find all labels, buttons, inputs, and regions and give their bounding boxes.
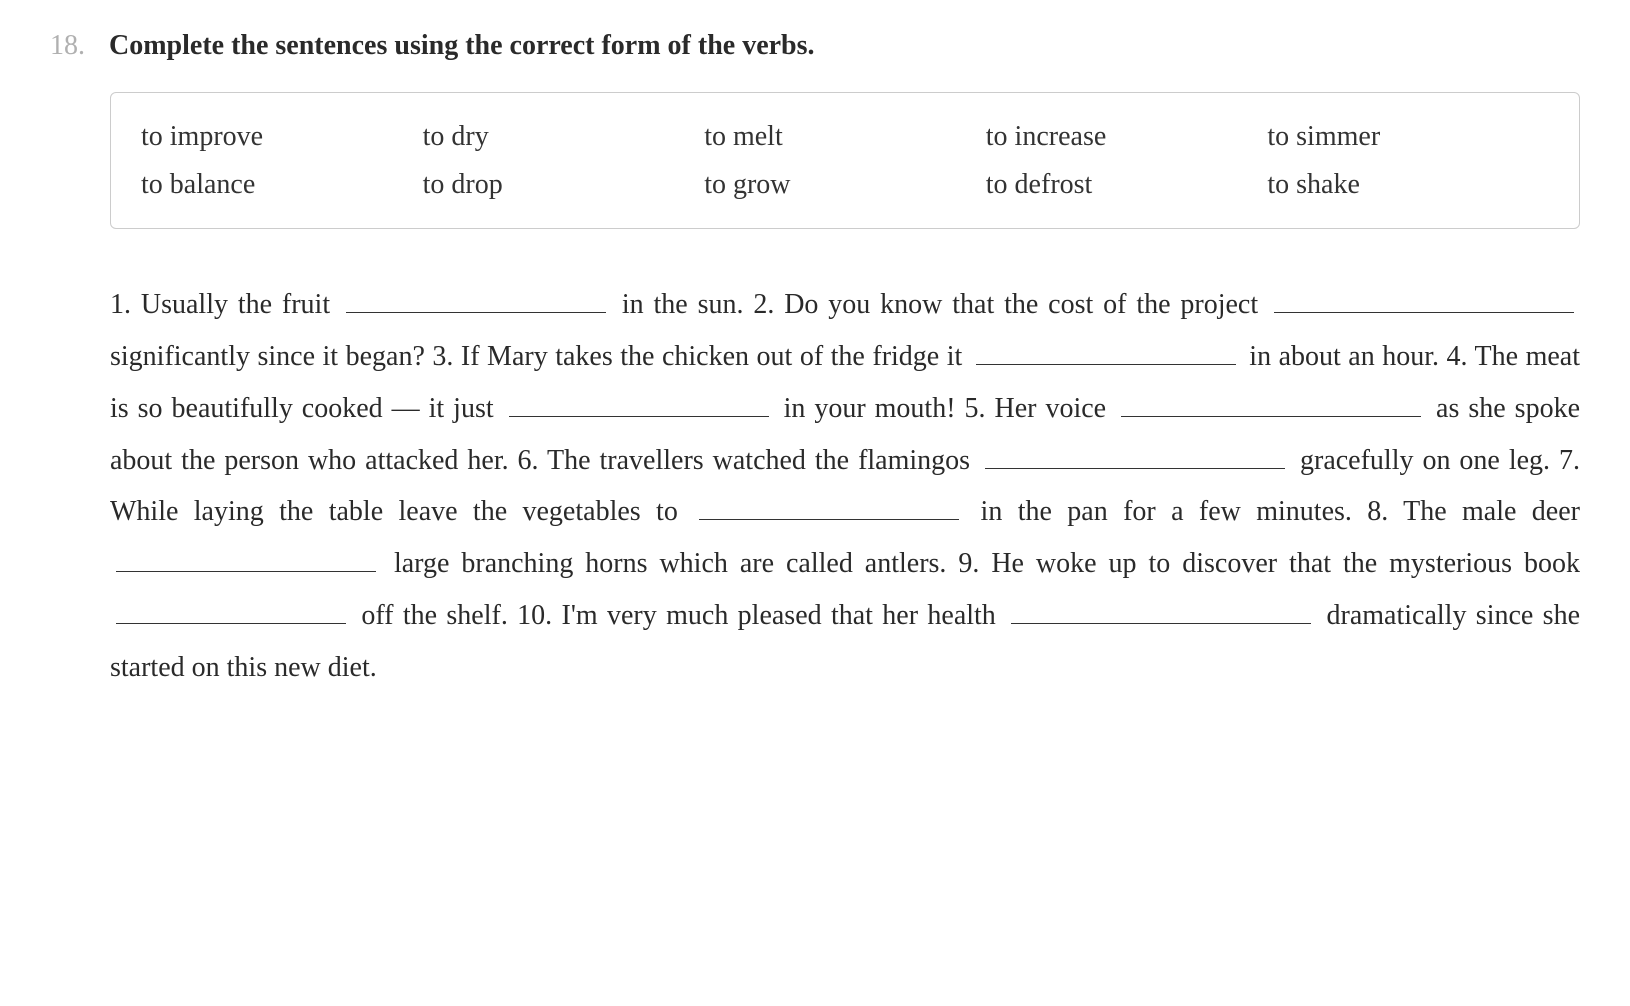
sentence-text: in your mouth! 5. Her voice <box>775 393 1115 424</box>
word-item: to increase <box>986 113 1268 161</box>
word-item: to dry <box>423 113 705 161</box>
word-item: to grow <box>704 161 986 209</box>
word-item: to shake <box>1267 161 1549 209</box>
sentences-container: 1. Usually the fruit in the sun. 2. Do y… <box>110 279 1580 693</box>
fill-blank-6[interactable] <box>985 443 1285 468</box>
sentence-text: in the sun. 2. Do you know that the cost… <box>612 289 1268 320</box>
word-item: to defrost <box>986 161 1268 209</box>
word-item: to simmer <box>1267 113 1549 161</box>
fill-blank-3[interactable] <box>976 340 1236 365</box>
word-item: to balance <box>141 161 423 209</box>
sentence-text: significantly since it began? 3. If Mary… <box>110 341 970 372</box>
sentence-text: in the pan for a few minutes. 8. The mal… <box>965 496 1580 527</box>
exercise-header: 18. Complete the sentences using the cor… <box>50 30 1580 62</box>
fill-blank-10[interactable] <box>1011 599 1311 624</box>
fill-blank-5[interactable] <box>1121 392 1421 417</box>
word-item: to drop <box>423 161 705 209</box>
exercise-title: Complete the sentences using the correct… <box>109 30 815 62</box>
fill-blank-2[interactable] <box>1274 288 1574 313</box>
word-bank-row-1: to improve to dry to melt to increase to… <box>141 113 1549 161</box>
exercise-number: 18. <box>50 30 85 62</box>
word-item: to improve <box>141 113 423 161</box>
fill-blank-7[interactable] <box>699 495 959 520</box>
sentence-text: large branching horns which are called a… <box>382 548 1580 579</box>
fill-blank-9[interactable] <box>116 599 346 624</box>
word-bank-row-2: to balance to drop to grow to defrost to… <box>141 161 1549 209</box>
fill-blank-4[interactable] <box>509 392 769 417</box>
word-item: to melt <box>704 113 986 161</box>
fill-blank-1[interactable] <box>346 288 606 313</box>
fill-blank-8[interactable] <box>116 547 376 572</box>
sentence-text: off the shelf. 10. I'm very much pleased… <box>352 600 1005 631</box>
sentence-text: 1. Usually the fruit <box>110 289 340 320</box>
word-bank: to improve to dry to melt to increase to… <box>110 92 1580 229</box>
